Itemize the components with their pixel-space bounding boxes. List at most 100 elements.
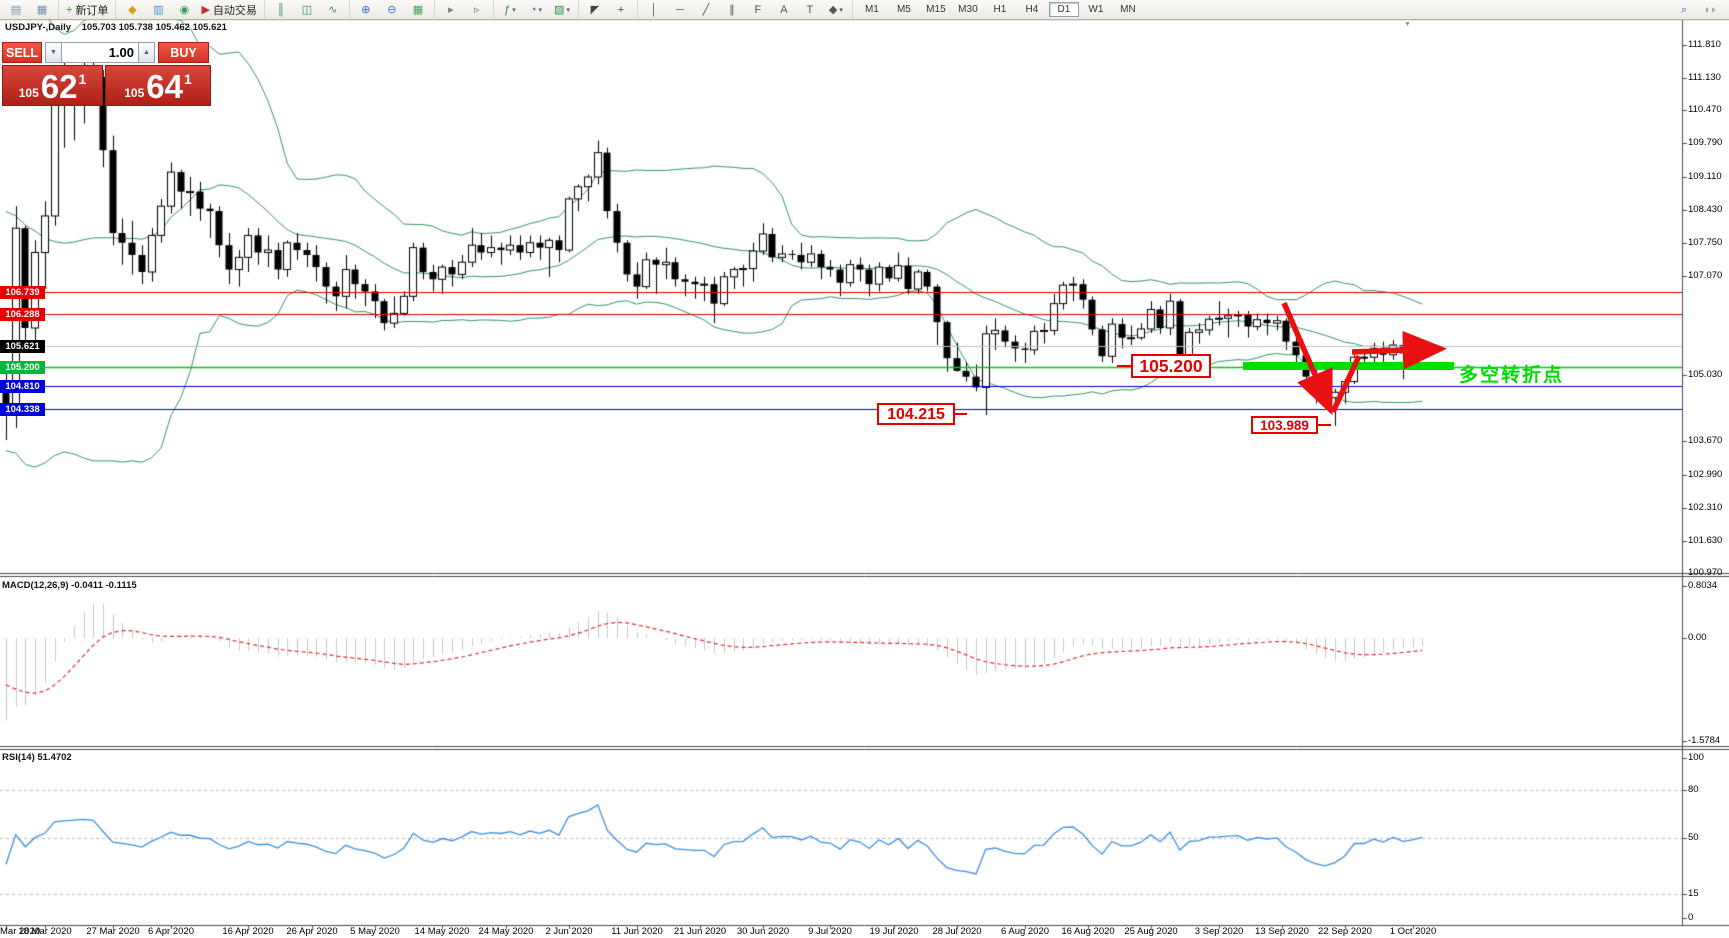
chart-title: USDJPY-,Daily 105.703 105.738 105.462 10…: [5, 22, 227, 33]
ask-pips: 64: [146, 68, 183, 105]
zoom-out-icon[interactable]: ⊖: [380, 1, 404, 19]
templates-icon-dropdown[interactable]: ▾: [566, 6, 570, 14]
timeframe-h4[interactable]: H4: [1025, 4, 1039, 15]
candlestick-icon[interactable]: ◫: [295, 1, 319, 19]
auto-scroll-icon: ▸: [448, 3, 454, 16]
bid-big-figure: 105: [18, 86, 39, 100]
arrows-icon: ◆: [828, 3, 838, 16]
autotrading-button[interactable]: ▶ 自动交易: [198, 1, 259, 19]
periods-icon-dropdown[interactable]: ▾: [538, 6, 542, 14]
new-order-button: +: [66, 3, 73, 16]
vertical-line-icon[interactable]: │: [642, 1, 666, 19]
auto-scroll-icon[interactable]: ▸: [439, 1, 463, 19]
market-watch-icon: ◆: [128, 3, 137, 16]
macd-indicator-label: MACD(12,26,9) -0.0411 -0.1115: [2, 580, 137, 591]
tile-windows-icon[interactable]: ▦: [406, 1, 430, 19]
new-order-button-label: 新订单: [75, 4, 109, 17]
toolbar: ▤ ▦ + 新订单 ◆ ▥ ◉ ▶ 自动交易 ║ ◫ ∿ ⊕ ⊖ ▦ ▸ ▹ ƒ ▾ ◔ ▾ ▨ ▾ ◤ + │ ─ ╱ ∥ F A T ◆ ▾ M…: [0, 0, 1729, 20]
bid-pips: 62: [40, 68, 78, 105]
arrows-icon[interactable]: ◆ ▾: [824, 1, 848, 19]
chart-shift-marker-icon[interactable]: ▼: [1404, 21, 1411, 28]
timeframe-m30[interactable]: M30: [958, 4, 978, 15]
charts-window-icon[interactable]: ▤: [4, 1, 28, 19]
periods-icon: ◔: [529, 3, 537, 16]
sell-button[interactable]: SELL: [2, 42, 42, 63]
fibonacci-icon: F: [754, 3, 762, 16]
charts-window-icon: ▤: [10, 3, 22, 16]
volume-decrease-button[interactable]: ▼: [45, 42, 62, 63]
chart-shift-icon: ▹: [474, 3, 480, 16]
timeframe-m1[interactable]: M1: [864, 4, 879, 15]
navigator-icon: ◉: [179, 3, 190, 16]
annotation-dash: [1317, 424, 1331, 426]
timeframe-m5[interactable]: M5: [896, 4, 911, 15]
periods-icon[interactable]: ◔ ▾: [524, 1, 548, 19]
volume-input[interactable]: [62, 42, 138, 63]
market-watch-icon[interactable]: ◆: [120, 1, 144, 19]
symbol-period-label: USDJPY-,Daily: [5, 22, 71, 33]
buy-button[interactable]: BUY: [158, 42, 209, 63]
price-annotation-104215: 104.215: [877, 403, 955, 425]
turning-point-note: 多空转折点: [1459, 365, 1565, 386]
new-order-button[interactable]: + 新订单: [63, 1, 111, 19]
text-icon: A: [780, 3, 788, 16]
templates-icon: ▨: [553, 3, 565, 16]
bar-chart-icon: ║: [277, 3, 285, 16]
vertical-line-icon: │: [650, 3, 658, 16]
bar-chart-icon[interactable]: ║: [269, 1, 293, 19]
crosshair-icon[interactable]: +: [609, 1, 633, 19]
chart-shift-icon[interactable]: ▹: [465, 1, 489, 19]
equidistant-channel-icon[interactable]: ∥: [720, 1, 744, 19]
annotation-dash: [1117, 365, 1131, 367]
navigator-icon[interactable]: ◉: [172, 1, 196, 19]
search-icon[interactable]: ⌕: [1672, 1, 1696, 19]
search-icon: ⌕: [1680, 3, 1688, 16]
templates-icon[interactable]: ▨ ▾: [550, 1, 574, 19]
price-annotation-105200: 105.200: [1131, 354, 1211, 378]
arrows-icon-dropdown[interactable]: ▾: [839, 6, 843, 14]
cursor-icon: ◤: [590, 3, 600, 16]
chat-icon: ◖◗: [1703, 3, 1717, 16]
line-chart-icon: ∿: [328, 3, 338, 16]
trendline-icon: ╱: [702, 3, 710, 16]
data-window-icon[interactable]: ▥: [146, 1, 170, 19]
text-label-icon: T: [806, 3, 814, 16]
ask-pipette: 1: [183, 71, 192, 87]
trendline-icon[interactable]: ╱: [694, 1, 718, 19]
text-label-icon[interactable]: T: [798, 1, 822, 19]
autotrading-button-label: 自动交易: [212, 4, 257, 17]
rsi-indicator-label: RSI(14) 51.4702: [2, 752, 72, 763]
timeframe-mn[interactable]: MN: [1120, 4, 1136, 15]
timeframe-w1[interactable]: W1: [1088, 4, 1104, 15]
ask-price-display[interactable]: 105 64 1: [105, 65, 211, 106]
autotrading-button: ▶: [201, 3, 210, 16]
zoom-in-icon[interactable]: ⊕: [354, 1, 378, 19]
candlestick-icon: ◫: [301, 3, 313, 16]
chat-icon[interactable]: ◖◗: [1698, 1, 1722, 19]
horizontal-line-icon: ─: [676, 3, 684, 16]
data-window-icon: ▥: [153, 3, 164, 16]
price-annotation-103989: 103.989: [1251, 416, 1318, 434]
annotation-dash: [954, 413, 967, 415]
bid-price-display[interactable]: 105 62 1: [2, 65, 103, 106]
cursor-icon[interactable]: ◤: [583, 1, 607, 19]
equidistant-channel-icon: ∥: [729, 3, 735, 16]
volume-increase-button[interactable]: ▲: [138, 42, 155, 63]
text-icon[interactable]: A: [772, 1, 796, 19]
horizontal-line-icon[interactable]: ─: [668, 1, 692, 19]
zoom-out-icon: ⊖: [387, 3, 397, 16]
timeframe-d1[interactable]: D1: [1048, 2, 1079, 17]
bid-pipette: 1: [78, 71, 87, 87]
indicators-icon[interactable]: ƒ ▾: [498, 1, 522, 19]
tile-windows-icon: ▦: [412, 3, 424, 16]
indicators-icon-dropdown[interactable]: ▾: [512, 6, 516, 14]
timeframe-m15[interactable]: M15: [926, 4, 946, 15]
indicators-icon: ƒ: [504, 3, 511, 16]
line-chart-icon[interactable]: ∿: [321, 1, 345, 19]
crosshair-icon: +: [617, 3, 625, 16]
timeframe-h1[interactable]: H1: [993, 4, 1007, 15]
profile-charts-icon[interactable]: ▦: [30, 1, 54, 19]
fibonacci-icon[interactable]: F: [746, 1, 770, 19]
